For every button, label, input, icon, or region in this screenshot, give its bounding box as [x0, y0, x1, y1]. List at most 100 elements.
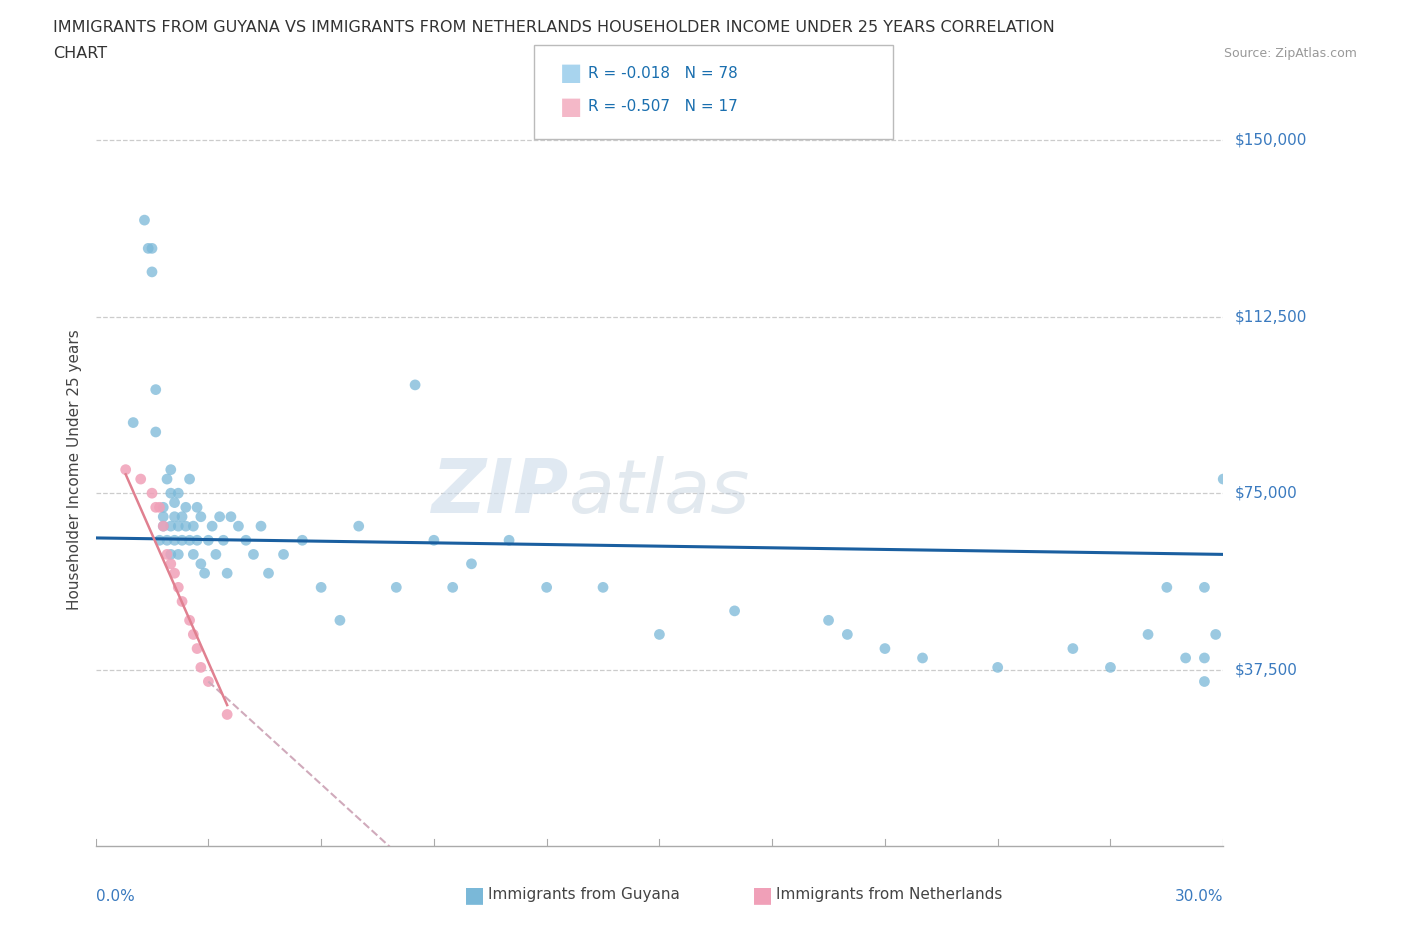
Point [156, 547, 179, 562]
Point [163, 533, 186, 548]
Text: CHART: CHART [53, 46, 107, 61]
Point [460, 556, 482, 571]
Point [159, 556, 181, 571]
Point [217, 707, 239, 722]
Text: R = -0.507   N = 17: R = -0.507 N = 17 [588, 100, 738, 114]
Point [190, 660, 212, 675]
Point [152, 519, 174, 534]
Point [145, 500, 167, 515]
Point [1205, 627, 1227, 642]
Point [170, 533, 193, 548]
Point [190, 556, 212, 571]
Point [257, 565, 280, 580]
Point [183, 547, 205, 562]
Point [170, 594, 193, 609]
Point [163, 495, 186, 510]
Text: ■: ■ [464, 884, 485, 905]
Text: ZIP: ZIP [432, 456, 569, 529]
Text: ■: ■ [560, 95, 582, 119]
Point [217, 565, 239, 580]
Point [250, 519, 273, 534]
Point [197, 533, 219, 548]
Point [205, 547, 228, 562]
Point [987, 660, 1010, 675]
Text: IMMIGRANTS FROM GUYANA VS IMMIGRANTS FROM NETHERLANDS HOUSEHOLDER INCOME UNDER 2: IMMIGRANTS FROM GUYANA VS IMMIGRANTS FRO… [53, 20, 1054, 35]
Point [141, 241, 163, 256]
Point [145, 382, 167, 397]
Point [122, 415, 145, 430]
Point [648, 627, 671, 642]
Point [156, 472, 179, 486]
Point [817, 613, 839, 628]
Text: Immigrants from Netherlands: Immigrants from Netherlands [776, 887, 1002, 902]
Point [1156, 580, 1178, 595]
Text: 0.0%: 0.0% [96, 889, 135, 904]
Point [186, 641, 208, 656]
Point [159, 485, 181, 500]
Point [163, 510, 186, 525]
Point [1099, 660, 1122, 675]
Text: R = -0.018   N = 78: R = -0.018 N = 78 [588, 66, 738, 81]
Point [170, 510, 193, 525]
Point [423, 533, 446, 548]
Point [167, 485, 190, 500]
Point [156, 533, 179, 548]
Point [186, 500, 208, 515]
Point [1137, 627, 1160, 642]
Point [212, 533, 235, 548]
Text: $150,000: $150,000 [1234, 133, 1306, 148]
Point [1194, 674, 1216, 689]
Point [167, 547, 190, 562]
Point [183, 519, 205, 534]
Point [404, 378, 426, 392]
Point [385, 580, 408, 595]
Point [174, 500, 197, 515]
Point [179, 472, 201, 486]
Point [273, 547, 295, 562]
Y-axis label: Householder Income Under 25 years: Householder Income Under 25 years [66, 329, 82, 610]
Text: $112,500: $112,500 [1234, 309, 1306, 325]
Point [219, 510, 242, 525]
Point [129, 472, 152, 486]
Point [148, 500, 170, 515]
Point [145, 424, 167, 440]
Point [179, 533, 201, 548]
Point [723, 604, 745, 618]
Point [911, 651, 934, 666]
Point [1174, 651, 1197, 666]
Point [242, 547, 264, 562]
Point [291, 533, 314, 548]
Point [163, 565, 186, 580]
Point [309, 580, 332, 595]
Point [329, 613, 352, 628]
Point [159, 462, 181, 477]
Point [228, 519, 250, 534]
Point [592, 580, 614, 595]
Point [235, 533, 257, 548]
Text: ■: ■ [752, 884, 773, 905]
Point [208, 510, 231, 525]
Text: Source: ZipAtlas.com: Source: ZipAtlas.com [1223, 46, 1357, 60]
Point [1194, 651, 1216, 666]
Point [114, 462, 136, 477]
Text: $37,500: $37,500 [1234, 662, 1298, 677]
Point [141, 264, 163, 279]
Point [152, 510, 174, 525]
Point [201, 519, 224, 534]
Point [837, 627, 859, 642]
Point [1194, 580, 1216, 595]
Point [148, 533, 170, 548]
Point [347, 519, 370, 534]
Point [159, 519, 181, 534]
Point [1212, 472, 1234, 486]
Point [498, 533, 520, 548]
Point [179, 613, 201, 628]
Point [536, 580, 558, 595]
Point [441, 580, 464, 595]
Point [190, 510, 212, 525]
Point [194, 565, 217, 580]
Text: Immigrants from Guyana: Immigrants from Guyana [488, 887, 679, 902]
Point [186, 533, 208, 548]
Text: 30.0%: 30.0% [1175, 889, 1223, 904]
Text: atlas: atlas [569, 457, 751, 528]
